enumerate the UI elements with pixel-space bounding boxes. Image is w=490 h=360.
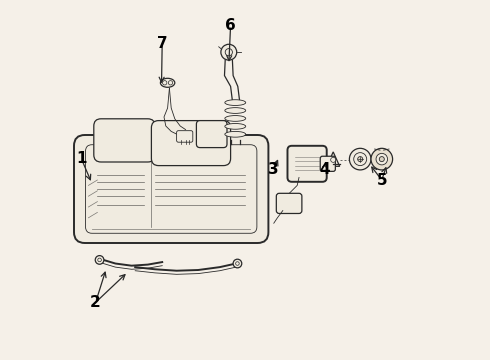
Text: 4: 4: [319, 162, 329, 177]
Circle shape: [371, 148, 392, 170]
Circle shape: [376, 153, 388, 165]
Ellipse shape: [225, 116, 245, 121]
Circle shape: [233, 259, 242, 268]
Ellipse shape: [225, 131, 245, 137]
Circle shape: [169, 81, 172, 85]
FancyBboxPatch shape: [276, 193, 302, 213]
Text: 6: 6: [225, 18, 236, 33]
FancyBboxPatch shape: [288, 146, 327, 182]
Circle shape: [358, 157, 363, 162]
Circle shape: [354, 153, 367, 166]
Ellipse shape: [225, 108, 245, 113]
Text: 5: 5: [376, 172, 387, 188]
Ellipse shape: [225, 123, 245, 129]
Text: 3: 3: [269, 162, 279, 177]
Circle shape: [236, 262, 239, 265]
Polygon shape: [327, 152, 340, 166]
Ellipse shape: [160, 78, 175, 87]
Text: 1: 1: [76, 151, 86, 166]
Circle shape: [225, 49, 232, 56]
Text: 7: 7: [157, 36, 168, 51]
Circle shape: [349, 148, 371, 170]
FancyBboxPatch shape: [151, 121, 231, 166]
FancyBboxPatch shape: [74, 135, 269, 243]
FancyBboxPatch shape: [320, 156, 335, 171]
Circle shape: [331, 157, 336, 162]
FancyBboxPatch shape: [176, 131, 193, 142]
Circle shape: [163, 81, 167, 85]
FancyBboxPatch shape: [94, 119, 155, 162]
Circle shape: [221, 44, 237, 60]
Ellipse shape: [225, 100, 245, 105]
Circle shape: [95, 256, 104, 264]
Circle shape: [379, 157, 384, 162]
FancyBboxPatch shape: [196, 121, 227, 148]
Circle shape: [98, 258, 101, 262]
Text: 2: 2: [90, 295, 101, 310]
